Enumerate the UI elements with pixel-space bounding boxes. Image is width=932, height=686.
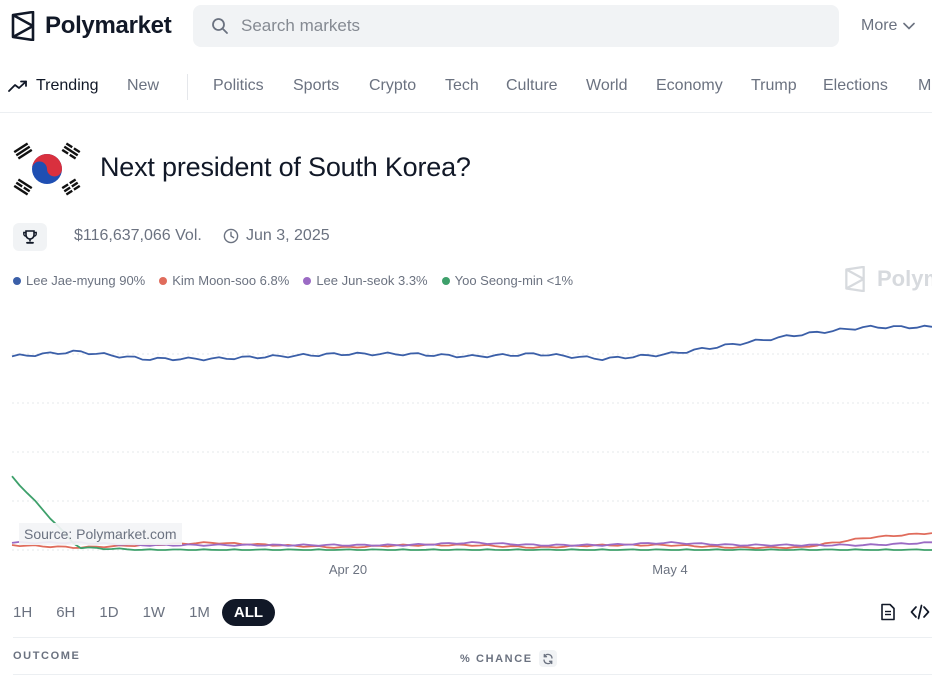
legend-label: Lee Jae-myung 90% [26, 273, 146, 288]
nav-item-tech[interactable]: Tech [445, 77, 479, 94]
chart-legend: Lee Jae-myung 90% Kim Moon-soo 6.8% Lee … [13, 273, 573, 288]
range-1d-button[interactable]: 1D [99, 603, 119, 621]
legend-label: Yoo Seong-min <1% [454, 273, 574, 288]
legend-dot [159, 276, 168, 285]
x-tick-label: May 4 [652, 562, 687, 577]
range-1m-button[interactable]: 1M [189, 603, 210, 621]
nav-item-trending[interactable]: Trending [8, 77, 99, 95]
legend-item-lee-jun-seok: Lee Jun-seok 3.3% [303, 273, 428, 288]
nav-item-culture[interactable]: Culture [506, 77, 558, 94]
legend-dot [13, 276, 21, 285]
nav-item-politics[interactable]: Politics [213, 77, 264, 94]
range-1w-button[interactable]: 1W [142, 603, 166, 621]
series-line-yoo-seong-min [11, 475, 932, 551]
nav-item-elections[interactable]: Elections [823, 77, 888, 94]
legend-item-kim-moon-soo: Kim Moon-soo 6.8% [159, 273, 289, 288]
nav-item-more[interactable]: M [918, 77, 932, 94]
table-top-divider [13, 637, 932, 638]
document-icon[interactable] [880, 603, 896, 621]
south-korea-flag-icon [10, 140, 84, 198]
nav-item-sports[interactable]: Sports [293, 77, 340, 94]
column-header-chance: % CHANCE [460, 650, 557, 667]
brand-name: Polymarket [45, 12, 172, 39]
polymarket-logo-icon [11, 11, 35, 41]
more-menu-button[interactable]: More [861, 17, 916, 35]
watermark-text: Polym [877, 266, 932, 291]
nav-item-world[interactable]: World [586, 77, 628, 94]
legend-dot [303, 276, 312, 285]
market-volume: $116,637,066 Vol. [74, 227, 202, 244]
nav-item-economy[interactable]: Economy [656, 77, 723, 94]
chance-label: % CHANCE [460, 652, 533, 665]
code-icon[interactable] [910, 604, 930, 620]
nav-label-trending: Trending [36, 77, 99, 94]
legend-dot [441, 276, 450, 285]
clock-icon [223, 228, 239, 244]
search-input[interactable]: Search markets [241, 16, 361, 35]
top-header: Polymarket Search markets More [0, 0, 932, 56]
end-date-label: Jun 3, 2025 [246, 227, 330, 244]
category-nav: Trending New Politics Sports Crypto Tech… [0, 70, 932, 104]
legend-label: Lee Jun-seok 3.3% [316, 273, 428, 288]
time-range-selector: 1H 6H 1D 1W 1M ALL [13, 597, 299, 627]
nav-item-trump[interactable]: Trump [751, 77, 797, 94]
column-header-outcome: OUTCOME [13, 650, 81, 662]
nav-divider [0, 112, 932, 113]
table-header-divider [13, 674, 932, 675]
nav-item-new[interactable]: New [127, 77, 160, 94]
refresh-icon [543, 653, 553, 664]
range-all-button[interactable]: ALL [221, 598, 276, 626]
polymarket-logo-icon [845, 266, 865, 292]
trophy-icon [23, 230, 37, 244]
x-tick-label: Apr 20 [329, 562, 367, 577]
nav-item-crypto[interactable]: Crypto [369, 77, 417, 94]
price-history-chart[interactable]: Apr 20 May 4 [0, 290, 932, 590]
legend-item-yoo-seong-min: Yoo Seong-min <1% [441, 273, 574, 288]
trophy-button[interactable] [13, 223, 47, 251]
chart-source: Source: Polymarket.com [19, 523, 182, 545]
legend-item-lee-jae-myung: Lee Jae-myung 90% [13, 273, 145, 288]
market-title: Next president of South Korea? [100, 152, 471, 182]
search-icon [212, 18, 228, 34]
range-1h-button[interactable]: 1H [13, 603, 33, 621]
market-end-date: Jun 3, 2025 [223, 227, 330, 245]
polymarket-watermark: Polym [843, 266, 932, 292]
range-6h-button[interactable]: 6H [56, 603, 76, 621]
more-label: More [861, 17, 898, 34]
refresh-button[interactable] [538, 650, 557, 667]
series-line-lee-jae-myung [11, 324, 932, 362]
chevron-down-icon [903, 22, 916, 30]
legend-label: Kim Moon-soo 6.8% [172, 273, 290, 288]
search-bar[interactable]: Search markets [193, 5, 839, 47]
trending-up-icon [8, 80, 27, 92]
chart-tools [880, 603, 930, 621]
logo[interactable]: Polymarket [10, 11, 172, 41]
nav-separator [187, 74, 188, 100]
